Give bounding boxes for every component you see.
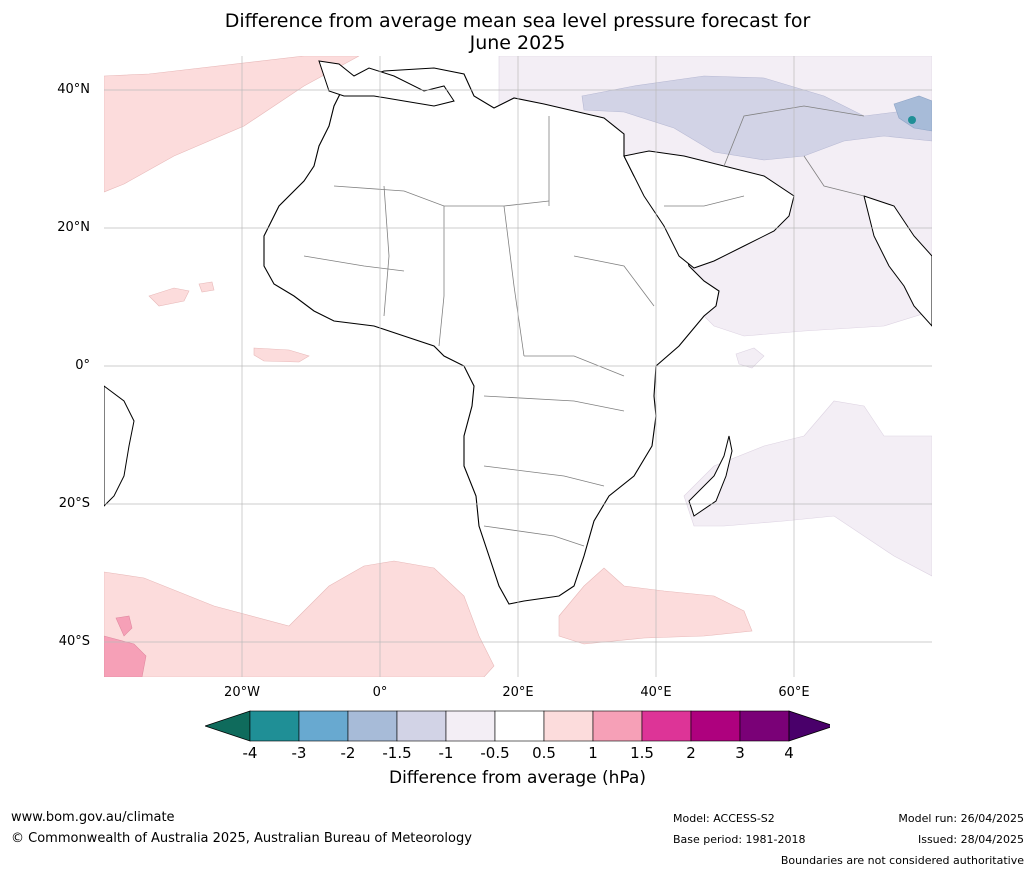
colorbar-tick-label: -1.5 (382, 744, 412, 762)
anomaly-south-atlantic (104, 560, 495, 677)
colorbar-segment (592, 710, 643, 742)
lon-label-20e: 20°E (502, 685, 534, 700)
footer-copyright: © Commonwealth of Australia 2025, Austra… (11, 831, 472, 846)
anomaly-strong-west (104, 635, 147, 677)
footer-issued: Issued: 28/04/2025 (917, 833, 1024, 846)
anomaly-strong-west-2 (115, 615, 133, 637)
colorbar-segment (739, 710, 790, 742)
title-line-1: Difference from average mean sea level p… (224, 10, 811, 32)
colorbar-tick-label: -4 (242, 744, 258, 762)
lat-label-20n: 20°N (57, 220, 90, 235)
anomaly-tropical-atlantic-1 (148, 287, 190, 307)
colorbar-segment (249, 710, 300, 742)
india-coastline (863, 195, 932, 327)
lat-label-equator: 0° (75, 358, 90, 373)
colorbar-segment (690, 710, 741, 742)
colorbar-label: Difference from average (hPa) (389, 768, 646, 788)
footer-base-period: Base period: 1981-2018 (673, 833, 806, 846)
colorbar-tick-label: -0.5 (480, 744, 510, 762)
map-panel (104, 56, 932, 677)
colorbar-segment (396, 710, 447, 742)
lon-label-60e: 60°E (778, 685, 810, 700)
lon-label-20w: 20°W (224, 685, 260, 700)
anomaly-equatorial-atlantic (253, 347, 310, 363)
anomaly-iran (581, 75, 932, 161)
lat-label-20s: 20°S (58, 496, 90, 511)
colorbar (203, 710, 836, 746)
footer-model: Model: ACCESS-S2 (673, 812, 775, 825)
europe-coastline (318, 60, 455, 107)
colorbar-tick-label: 4 (784, 744, 794, 762)
colorbar-extend-min (203, 710, 251, 742)
colorbar-segment (445, 710, 496, 742)
colorbar-tick-label: -1 (438, 744, 454, 762)
arabia-coastline (623, 150, 795, 269)
colorbar-tick-label: -3 (291, 744, 307, 762)
colorbar-tick-label: 1.5 (630, 744, 654, 762)
colorbar-segment (347, 710, 398, 742)
colorbar-tick-label: -2 (340, 744, 356, 762)
lat-label-40n: 40°N (57, 82, 90, 97)
map-canvas (104, 56, 932, 677)
colorbar-segment (641, 710, 692, 742)
colorbar-extend-max (788, 710, 836, 742)
anomaly-tibet (893, 95, 932, 132)
africa-coastline (263, 67, 720, 605)
colorbar-segment (543, 710, 594, 742)
colorbar-tick-label: 1 (588, 744, 598, 762)
graticule (104, 56, 932, 677)
lon-label-40e: 40°E (640, 685, 672, 700)
lat-label-40s: 40°S (58, 634, 90, 649)
anomaly-small-patch (735, 347, 765, 369)
colorbar-tick-label: 2 (686, 744, 696, 762)
anomaly-south-indian (558, 567, 753, 645)
title-line-2: June 2025 (469, 32, 566, 54)
colorbar-graphic (203, 710, 836, 742)
footer-website: www.bom.gov.au/climate (11, 810, 175, 825)
country-borders (303, 105, 865, 547)
colorbar-tick-label: 3 (735, 744, 745, 762)
lon-label-0: 0° (372, 685, 388, 700)
anomaly-tropical-atlantic-2 (198, 281, 215, 293)
map-title: Difference from average mean sea level p… (0, 10, 1035, 54)
colorbar-tick-label: 0.5 (532, 744, 556, 762)
colorbar-segment (298, 710, 349, 742)
anomaly-indian-ocean (683, 400, 932, 577)
colorbar-segment (494, 710, 545, 742)
madagascar (688, 435, 733, 517)
footer-disclaimer: Boundaries are not considered authoritat… (780, 854, 1024, 867)
footer-model-run: Model run: 26/04/2025 (898, 812, 1024, 825)
